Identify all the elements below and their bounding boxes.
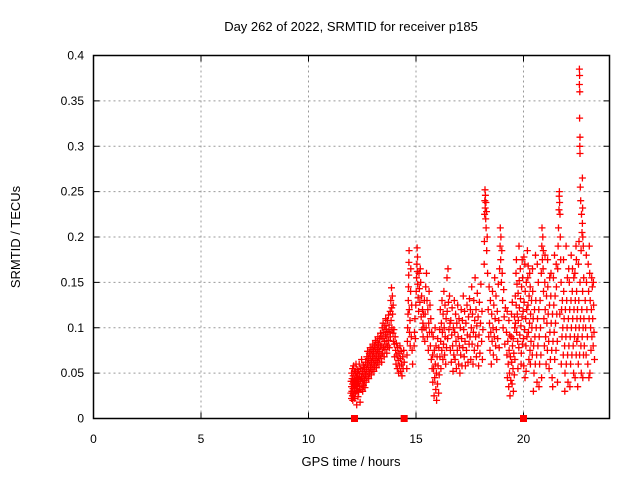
y-tick-label: 0 — [77, 412, 84, 426]
y-tick-label: 0.3 — [67, 139, 84, 153]
y-tick-label: 0.05 — [61, 366, 85, 380]
tick-labels: 0 5 10 15 20 0 0.05 0.1 0.15 0.2 0.25 0.3 0.35 0.4 — [61, 49, 531, 447]
y-tick-label: 0.35 — [61, 94, 85, 108]
zero-marker — [520, 415, 527, 422]
scatter-series-srmtid-points — [347, 65, 598, 409]
y-axis-label: SRMTID / TECUs — [8, 185, 23, 288]
y-tick-label: 0.1 — [67, 321, 84, 335]
x-tick-label: 10 — [302, 432, 316, 446]
zero-marker — [351, 415, 359, 422]
y-tick-label: 0.25 — [61, 185, 85, 199]
x-tick-label: 5 — [198, 432, 205, 446]
x-tick-label: 0 — [90, 432, 97, 446]
chart-title: Day 262 of 2022, SRMTID for receiver p18… — [224, 19, 478, 34]
y-tick-label: 0.4 — [67, 49, 84, 63]
data-points — [347, 65, 598, 422]
x-tick-label: 20 — [517, 432, 531, 446]
y-tick-label: 0.2 — [67, 230, 84, 244]
x-tick-label: 15 — [409, 432, 423, 446]
zero-marker — [400, 415, 408, 422]
y-tick-label: 0.15 — [61, 275, 85, 289]
x-axis-label: GPS time / hours — [302, 454, 401, 469]
